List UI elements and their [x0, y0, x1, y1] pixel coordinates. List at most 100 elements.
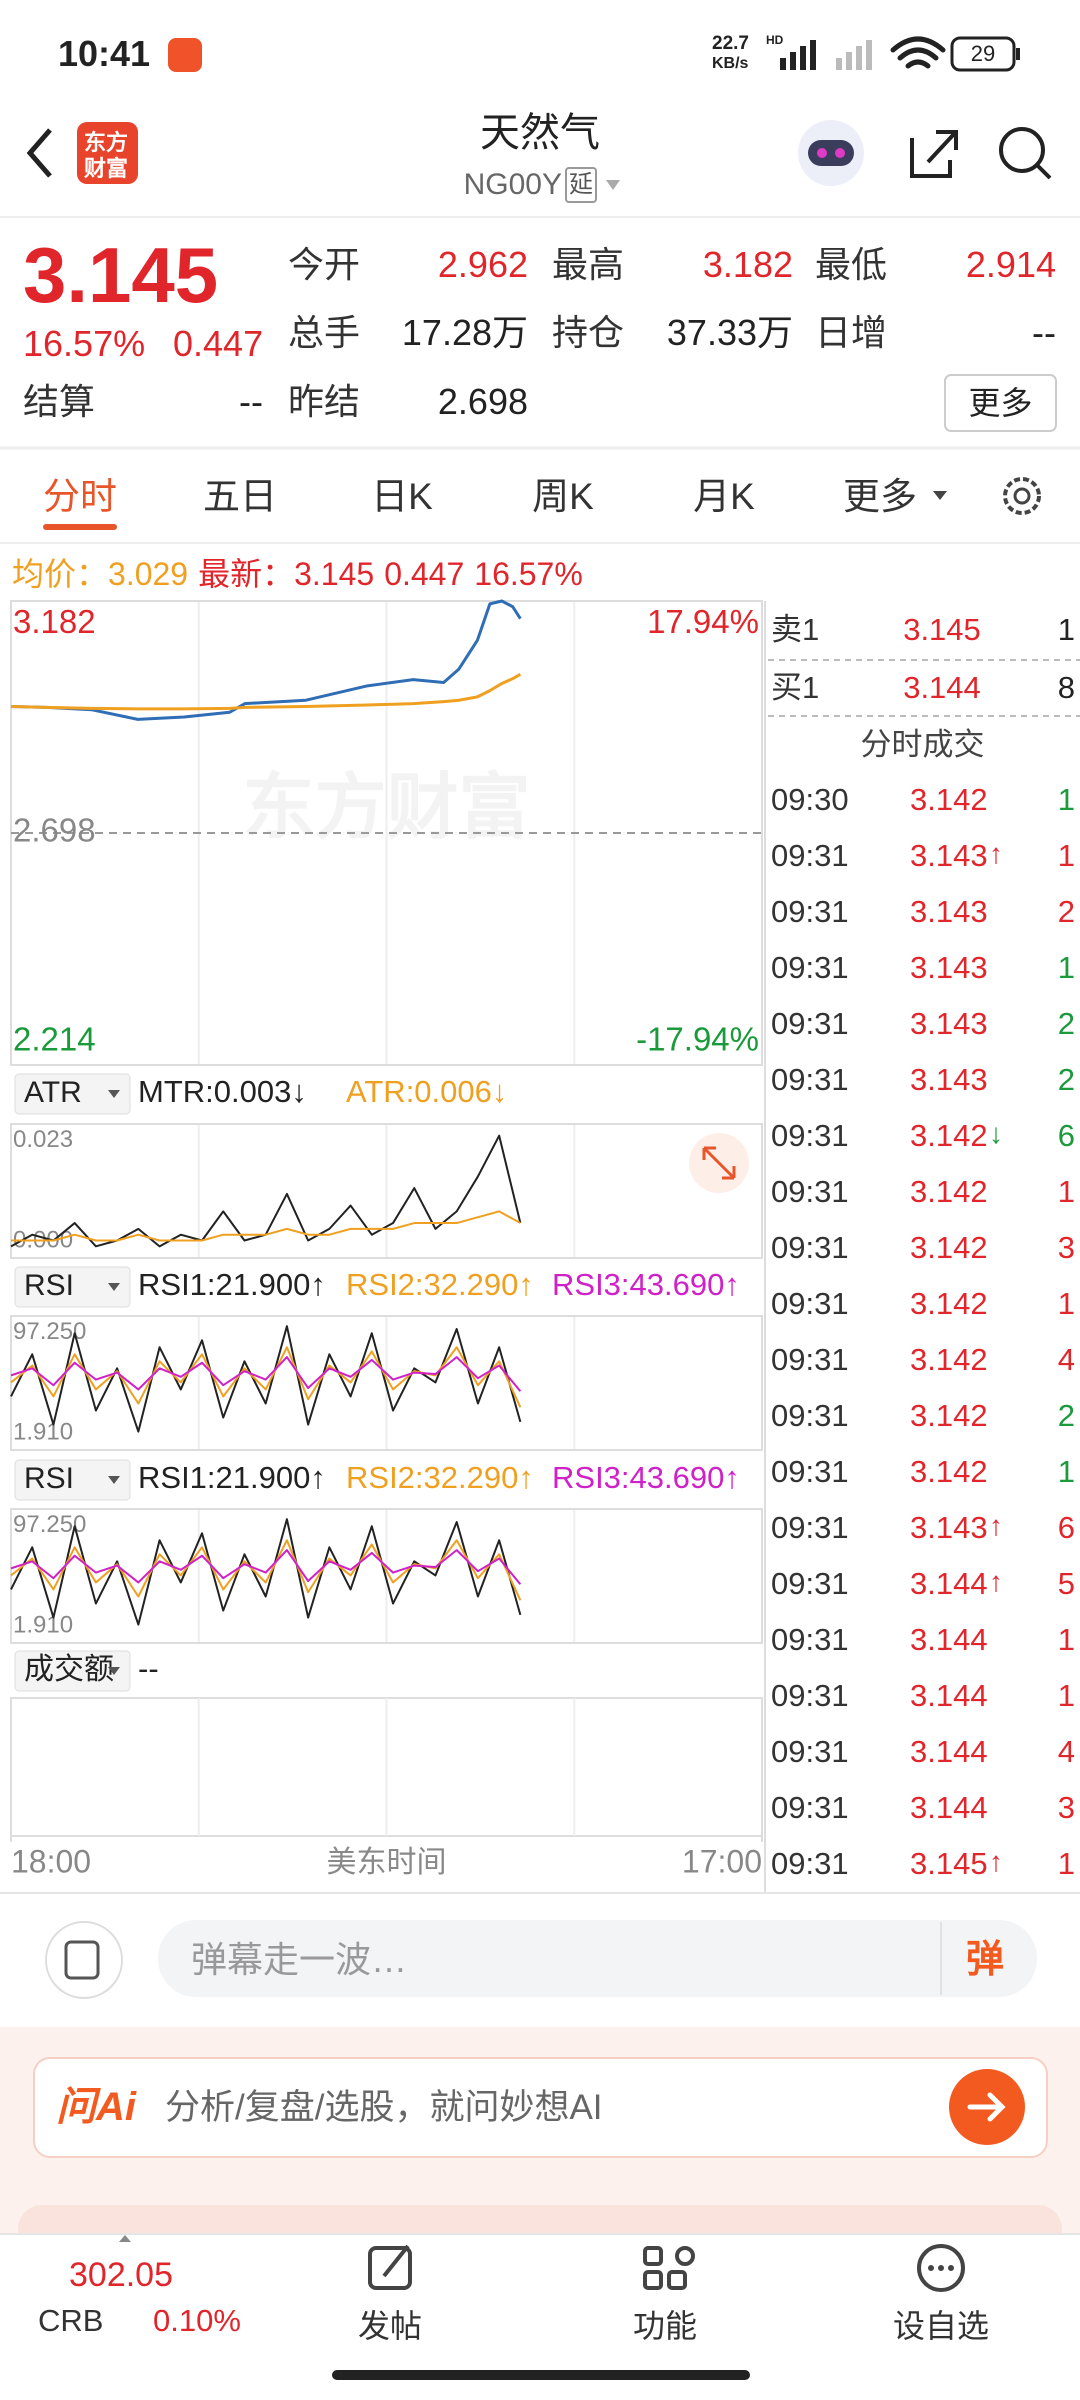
trade-price: 3.143 [910, 1510, 988, 1545]
post-icon-pen [382, 2244, 410, 2278]
field-label: 最高 [552, 244, 625, 285]
indicator-name: RSI [24, 1462, 74, 1495]
danmaku-button[interactable]: 弹 [966, 1939, 1005, 1981]
trade-time: 09:31 [771, 950, 849, 985]
trade-volume: 6 [1057, 1510, 1075, 1545]
trade-price: 3.144 [910, 1790, 988, 1825]
trade-arrow: ↑ [989, 1510, 1003, 1541]
series-line [11, 1210, 521, 1242]
post-icon [368, 2246, 412, 2290]
trade-time: 09:31 [771, 1118, 849, 1153]
search-icon[interactable] [999, 127, 1045, 173]
series-line [10, 1134, 522, 1248]
legend-entry: MTR:0.003↓ [138, 1074, 307, 1109]
y-tick-label: 1.910 [13, 1612, 73, 1639]
trade-time: 09:31 [771, 1846, 849, 1881]
more-label[interactable]: 更多 [968, 385, 1033, 421]
trade-volume: 1 [1057, 1454, 1075, 1489]
selector-arrow [108, 1090, 120, 1098]
field-label: 昨结 [288, 381, 361, 422]
order-volume: 8 [1057, 670, 1075, 705]
trade-time: 09:30 [771, 782, 849, 817]
trade-arrow: ↑ [989, 1846, 1003, 1877]
selector-arrow [108, 1476, 120, 1484]
tab[interactable]: 日K [371, 476, 433, 517]
trade-volume: 2 [1057, 1006, 1075, 1041]
more-button[interactable] [944, 374, 1057, 432]
comment-input[interactable] [158, 1920, 1037, 1997]
y-tick-label: 3.182 [13, 603, 96, 640]
trade-price: 3.143 [910, 838, 988, 873]
trade-volume: 1 [1057, 1174, 1075, 1209]
comment-list-button[interactable] [45, 1921, 123, 1999]
y-tick-label: 2.214 [13, 1021, 96, 1058]
trade-volume: 4 [1057, 1342, 1075, 1377]
field-value: 2.698 [437, 381, 528, 422]
series-line [10, 1356, 522, 1392]
selector-arrow [108, 1667, 120, 1675]
trade-price: 3.143 [910, 950, 988, 985]
index-value[interactable]: 302.05 [69, 2256, 173, 2294]
indicator-name: ATR [24, 1076, 82, 1109]
signal-icon [780, 40, 816, 70]
tab-more-icon [933, 491, 947, 500]
nav-item[interactable]: 发帖 [357, 2308, 422, 2344]
change-pct: 16.57% [474, 556, 583, 592]
ai-badge: 问Ai [56, 2085, 136, 2129]
trade-volume: 1 [1057, 950, 1075, 985]
last-price: 3.145 [294, 556, 375, 592]
trade-price: 3.142 [910, 1342, 988, 1377]
trade-arrow: ↑ [989, 838, 1003, 869]
trade-time: 09:31 [771, 1510, 849, 1545]
function-icon [643, 2246, 695, 2290]
tab[interactable]: 更多 [843, 476, 917, 517]
field-value: 3.182 [702, 244, 793, 285]
tab[interactable]: 分时 [43, 476, 117, 517]
logo-bg [77, 122, 138, 184]
series-line [10, 673, 522, 711]
index-toggle[interactable] [119, 2235, 131, 2242]
ai-prompt[interactable]: 分析/复盘/选股，就问妙想AI [165, 2088, 603, 2127]
signal-icon-2 [836, 40, 872, 70]
trade-volume: 4 [1057, 1734, 1075, 1769]
share-icon[interactable] [910, 130, 958, 178]
trade-price: 3.142 [910, 782, 988, 817]
tab[interactable]: 五日 [203, 476, 277, 517]
y-tick-label: 97.250 [13, 1318, 86, 1345]
nav-item[interactable]: 设自选 [892, 2308, 989, 2344]
dropdown-icon[interactable] [606, 180, 620, 190]
settings-icon[interactable] [1003, 477, 1041, 515]
back-icon[interactable] [26, 128, 52, 178]
tab[interactable]: 月K [693, 476, 755, 517]
x-axis-label: 美东时间 [327, 1846, 447, 1879]
trade-arrow: ↓ [989, 1118, 1003, 1149]
trade-price: 3.142 [910, 1230, 988, 1265]
trade-volume: 2 [1057, 1062, 1075, 1097]
index-change[interactable]: 0.10% [153, 2303, 241, 2338]
trade-volume: 1 [1057, 1846, 1075, 1881]
battery-nub [1016, 48, 1020, 60]
order-label: 买1 [771, 670, 820, 705]
trade-volume: 2 [1057, 1398, 1075, 1433]
trade-volume: 5 [1057, 1566, 1075, 1601]
y-tick-label: 1.910 [13, 1419, 73, 1446]
tab[interactable]: 周K [532, 476, 594, 517]
y2-tick-label: -17.94% [636, 1021, 759, 1058]
ai-box[interactable] [33, 2057, 1048, 2158]
field-label: 总手 [288, 312, 361, 353]
field-value: 17.28万 [401, 312, 528, 353]
series-line [10, 1325, 522, 1433]
logo-text: 东方 [84, 130, 129, 155]
nav-item[interactable]: 功能 [632, 2308, 697, 2344]
field-label: 最低 [815, 244, 888, 285]
field-value: 2.962 [437, 244, 528, 285]
trade-time: 09:31 [771, 1734, 849, 1769]
avatar-eye [817, 148, 827, 158]
legend-entry: ATR:0.006↓ [346, 1074, 507, 1109]
indicator-selector [14, 1650, 131, 1692]
comment-placeholder[interactable]: 弹幕走一波… [191, 1939, 408, 1980]
avg-label: 均价： [12, 556, 109, 592]
index-name[interactable]: CRB [38, 2303, 104, 2338]
